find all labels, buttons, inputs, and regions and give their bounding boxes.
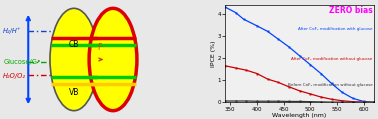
Text: H₂O/O₂: H₂O/O₂ [3,73,26,79]
Text: Before CoF₂ modification without glucose: Before CoF₂ modification without glucose [288,83,373,87]
Y-axis label: IPCE (%): IPCE (%) [211,40,216,67]
Text: After CoF₂ modification with glucose: After CoF₂ modification with glucose [298,27,373,31]
Text: ZERO bias: ZERO bias [329,6,373,15]
Ellipse shape [89,8,137,111]
Text: VB: VB [69,88,79,97]
Text: After CoF₂ modification without glucose: After CoF₂ modification without glucose [291,57,373,61]
Text: CB: CB [69,40,79,49]
Ellipse shape [50,8,98,111]
Text: H₂/H⁺: H₂/H⁺ [3,28,22,34]
Text: F⁻: F⁻ [97,43,105,52]
X-axis label: Wavelength (nm): Wavelength (nm) [273,113,327,118]
Text: Glucose/G•: Glucose/G• [3,59,41,65]
